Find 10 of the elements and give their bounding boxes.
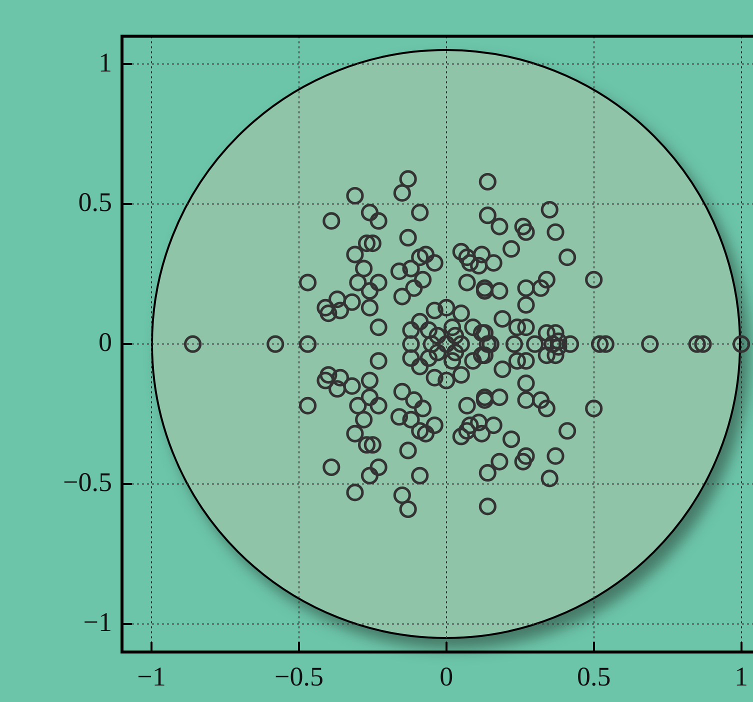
- y-tick-label: 0: [98, 327, 112, 358]
- x-tick-label: 1: [734, 661, 748, 692]
- x-tick-label: −0.5: [274, 661, 324, 692]
- y-tick-label: 0.5: [78, 187, 112, 218]
- y-tick-label: 1: [98, 47, 112, 78]
- x-tick-label: 0: [440, 661, 454, 692]
- y-tick-label: −1: [83, 607, 112, 638]
- x-tick-label: −1: [137, 661, 166, 692]
- x-tick-label: 0.5: [576, 661, 611, 692]
- y-tick-label: −0.5: [63, 467, 112, 498]
